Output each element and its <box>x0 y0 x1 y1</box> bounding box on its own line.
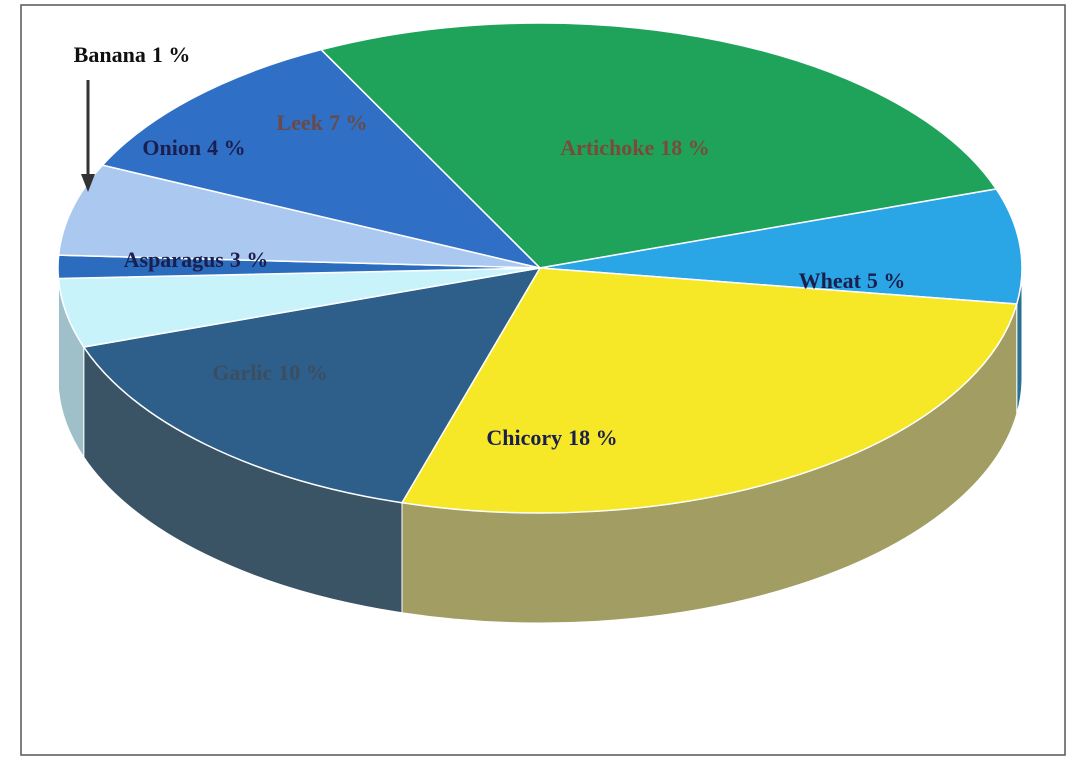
slice-value: 7 % <box>329 110 368 135</box>
pie-labels: Artichoke 18 %Wheat 5 %Chicory 18 %Garlic 10… <box>74 42 906 450</box>
pie-slice <box>400 267 1018 514</box>
slice-name: Chicory <box>486 425 562 450</box>
slice-value: 5 % <box>867 268 906 293</box>
pie-slice <box>101 48 543 270</box>
pie-slice <box>57 164 541 269</box>
pie-slice <box>539 188 1023 305</box>
slice-label: Asparagus 3 % <box>124 247 269 272</box>
pie-slice <box>319 22 998 269</box>
slice-label: Leek 7 % <box>277 110 368 135</box>
slice-label: Garlic 10 % <box>212 360 327 385</box>
slice-name: Banana <box>74 42 146 67</box>
slice-name: Garlic <box>212 360 272 385</box>
slice-name: Wheat <box>799 268 862 293</box>
slice-name: Artichoke <box>560 135 654 160</box>
slice-name: Onion <box>142 135 201 160</box>
slice-name: Asparagus <box>124 247 225 272</box>
slice-name: Leek <box>277 110 324 135</box>
slice-label: Wheat 5 % <box>799 268 906 293</box>
slice-value: 1 % <box>152 42 191 67</box>
slice-value: 3 % <box>230 247 269 272</box>
slice-label: Banana 1 % <box>74 42 191 67</box>
slice-label: Artichoke 18 % <box>560 135 710 160</box>
slice-value: 18 % <box>660 135 710 160</box>
slice-value: 4 % <box>207 135 246 160</box>
slice-value: 18 % <box>568 425 618 450</box>
pie-sides <box>57 267 1023 624</box>
slice-label: Chicory 18 % <box>486 425 617 450</box>
banana-arrowhead <box>81 174 95 192</box>
slice-value: 10 % <box>278 360 328 385</box>
pie-tops <box>57 22 1023 514</box>
pie-slice <box>82 266 542 504</box>
slice-label: Onion 4 % <box>142 135 245 160</box>
